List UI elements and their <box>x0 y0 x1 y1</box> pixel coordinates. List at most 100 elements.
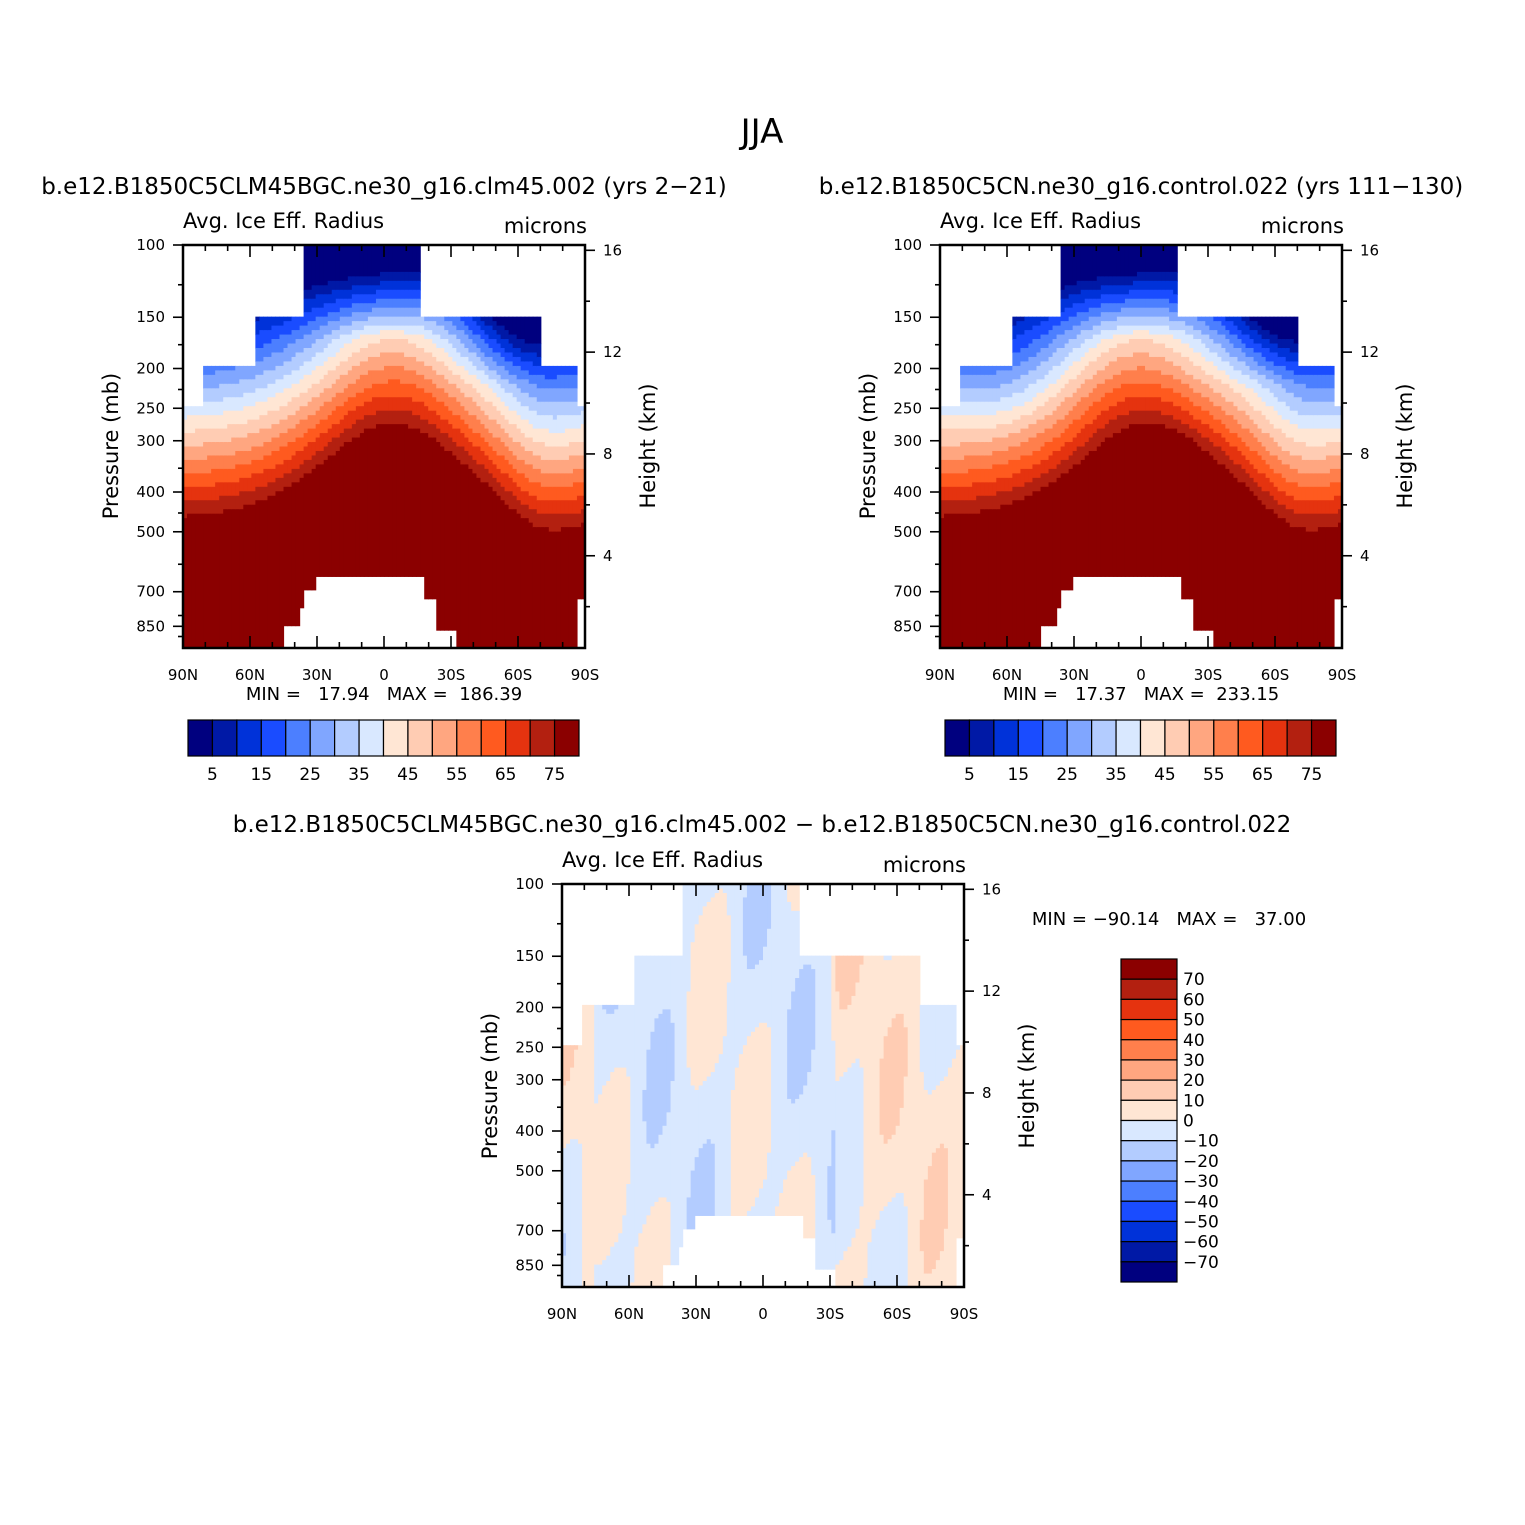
field-cell <box>952 473 957 488</box>
field-cell <box>1088 245 1094 282</box>
field-cell <box>1149 280 1154 291</box>
field-cell <box>484 455 490 470</box>
field-cell <box>1044 334 1050 349</box>
field-cell <box>351 383 357 398</box>
field-cell <box>1136 325 1142 331</box>
field-cell <box>347 383 353 398</box>
field-cell <box>476 347 482 358</box>
field-cell <box>532 365 538 376</box>
field-cell <box>1317 446 1323 461</box>
field-cell <box>871 1228 877 1287</box>
field-cell <box>1157 280 1162 291</box>
field-cell <box>520 518 526 648</box>
field-cell <box>339 280 345 291</box>
field-cell <box>1169 361 1174 376</box>
field-cell <box>1217 406 1222 421</box>
field-cell <box>416 325 421 336</box>
field-cell <box>1161 424 1166 577</box>
field-cell <box>476 433 482 448</box>
field-cell <box>1253 468 1259 483</box>
field-cell <box>1213 316 1218 322</box>
field-cell <box>484 468 490 483</box>
x-tick-label: 0 <box>1136 666 1146 684</box>
field-cell <box>658 1013 664 1136</box>
field-cell <box>1237 339 1243 349</box>
field-cell <box>1024 468 1030 483</box>
field-cell <box>532 509 538 528</box>
field-cell <box>939 1004 945 1082</box>
field-cell <box>540 513 546 528</box>
field-cell <box>408 410 413 430</box>
field-cell <box>944 500 949 515</box>
field-cell <box>706 1076 712 1140</box>
field-cell <box>1313 388 1319 403</box>
field-cell <box>331 289 337 304</box>
field-cell <box>686 1067 692 1199</box>
field-cell <box>883 1036 889 1145</box>
field-cell <box>319 325 325 340</box>
field-cell <box>1020 468 1026 488</box>
field-cell <box>1064 397 1070 416</box>
field-cell <box>227 495 232 510</box>
field-cell <box>440 339 445 349</box>
field-cell <box>412 415 417 430</box>
field-cell <box>1056 419 1062 439</box>
field-cell <box>307 428 313 443</box>
field-cell <box>1165 245 1170 273</box>
field-cell <box>572 482 578 501</box>
field-cell <box>758 960 764 1024</box>
field-cell <box>1028 482 1034 497</box>
field-cell <box>590 1004 595 1287</box>
field-cell <box>1277 347 1283 358</box>
field-cell <box>1068 294 1074 309</box>
field-cell <box>351 437 357 577</box>
field-cell <box>1313 374 1319 389</box>
field-cell <box>464 410 470 425</box>
field-cell <box>662 1125 668 1199</box>
field-cell <box>323 285 329 295</box>
field-cell <box>404 334 409 340</box>
field-cell <box>1277 504 1283 519</box>
field-cell <box>480 410 486 425</box>
panel-case-a-variable: Avg. Ice Eff. Radius <box>183 209 384 233</box>
field-cell <box>339 406 345 421</box>
field-cell <box>1100 276 1106 286</box>
field-cell <box>1329 374 1335 389</box>
colorbar-label: 20 <box>1183 1071 1205 1091</box>
field-cell <box>239 509 244 648</box>
field-cell <box>1020 428 1026 443</box>
field-cell <box>496 365 502 376</box>
field-cell <box>480 437 486 452</box>
field-cell <box>1056 464 1062 479</box>
field-cell <box>996 401 1001 412</box>
field-cell <box>347 334 353 345</box>
field-cell <box>1193 406 1198 421</box>
field-cell <box>379 339 385 354</box>
field-cell <box>552 419 558 434</box>
field-cell <box>1285 464 1291 483</box>
field-cell <box>1261 459 1267 474</box>
field-cell <box>335 352 341 367</box>
field-cell <box>1181 397 1186 412</box>
field-cell <box>734 1067 740 1216</box>
colorbar-box <box>1120 1220 1178 1243</box>
field-cell <box>1024 442 1030 457</box>
field-cell <box>658 955 664 1015</box>
field-cell <box>436 388 441 403</box>
field-cell <box>1020 321 1026 336</box>
field-cell <box>492 379 498 394</box>
field-cell <box>1064 285 1070 300</box>
field-cell <box>1080 303 1086 313</box>
field-cell <box>528 450 534 466</box>
field-cell <box>1076 401 1082 421</box>
field-cell <box>746 969 752 1037</box>
field-cell <box>500 365 506 380</box>
field-cell <box>347 442 353 577</box>
field-cell <box>275 316 281 327</box>
field-cell <box>811 1175 816 1239</box>
field-cell <box>456 330 461 340</box>
field-cell <box>799 955 804 970</box>
field-cell <box>1173 294 1178 304</box>
field-cell <box>396 307 401 318</box>
field-cell <box>524 352 530 363</box>
